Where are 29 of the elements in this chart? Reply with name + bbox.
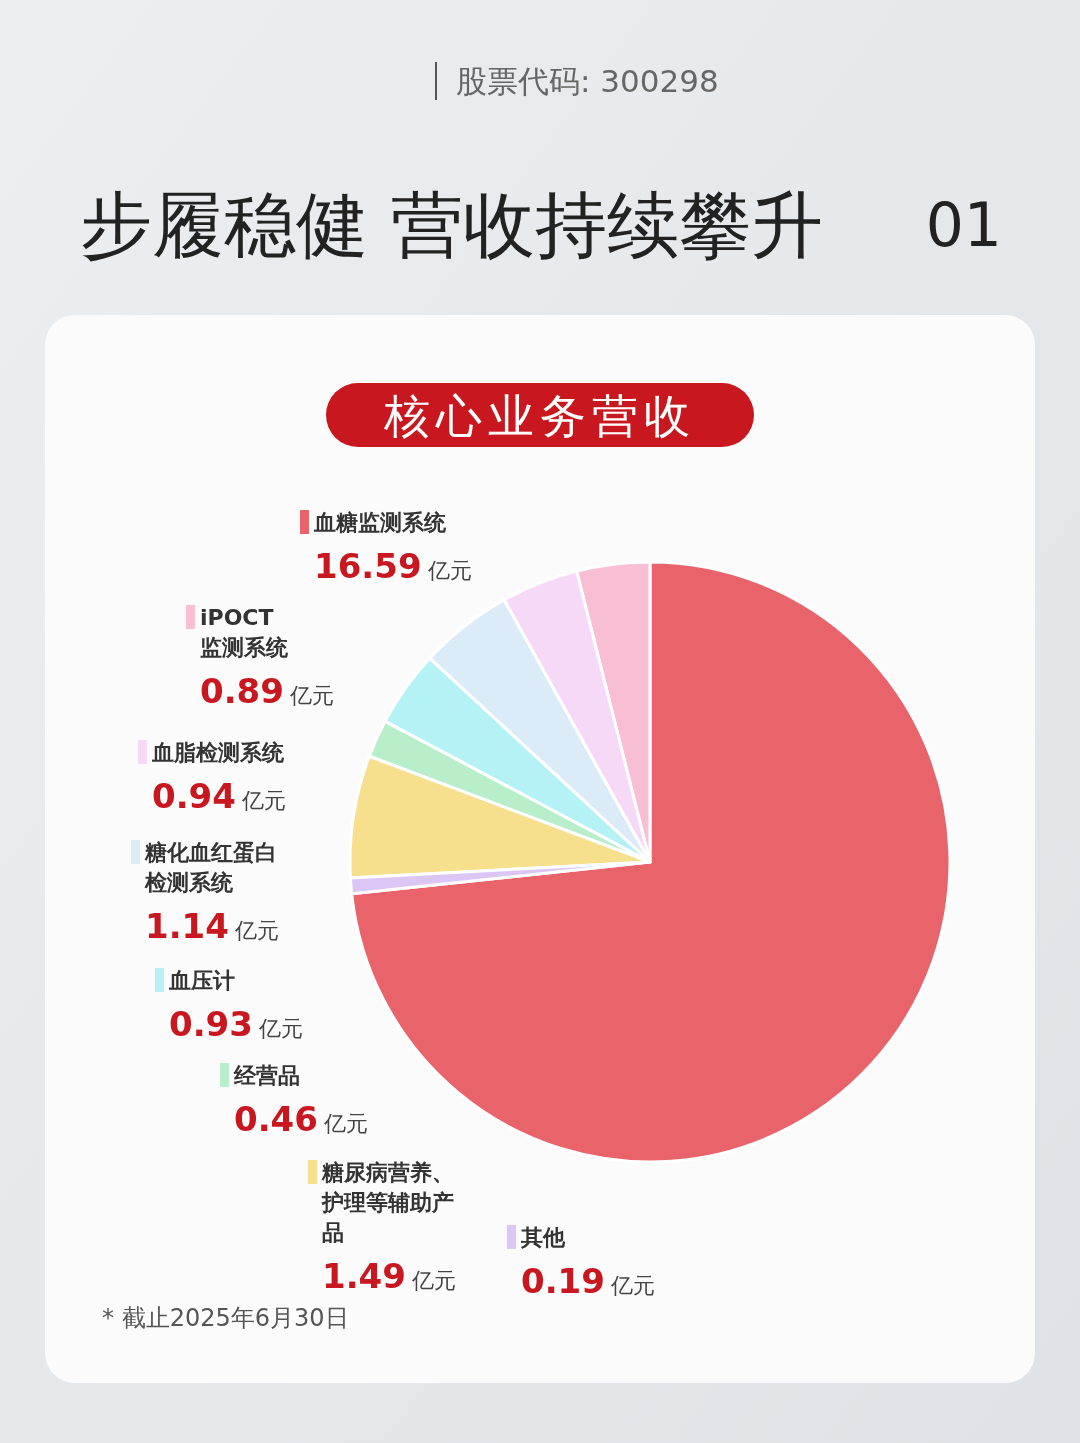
data-label: 0.94 亿元 [152, 776, 286, 816]
data-label: 0.19 亿元 [521, 1261, 655, 1301]
legend-item: 血脂检测系统 0.94 亿元 [138, 740, 286, 816]
data-label: 16.59 亿元 [314, 546, 472, 586]
legend-item: 其他 0.19 亿元 [507, 1225, 655, 1301]
legend-label: 血糖监测系统 [313, 510, 447, 535]
chart-title: 步履稳健 营收持续攀升 [80, 183, 823, 267]
legend-label: iPOCT监测系统 [200, 605, 289, 660]
data-label: 0.46 亿元 [234, 1099, 368, 1139]
data-label: 1.14 亿元 [145, 906, 279, 946]
text: 股票代码: 300298 [456, 63, 719, 99]
legend-label: 血脂检测系统 [151, 740, 285, 765]
legend-label: 经营品 [233, 1063, 300, 1088]
legend-item: iPOCT监测系统 0.89 亿元 [186, 605, 334, 711]
chart-subtitle: 核心业务营收 [383, 389, 696, 443]
text: * 截止2025年6月30日 [102, 1304, 349, 1332]
legend-item: 糖化血红蛋白检测系统 1.14 亿元 [131, 840, 279, 946]
legend-item: 糖尿病营养、护理等辅助产品 1.49 亿元 [308, 1160, 456, 1296]
data-label: 0.89 亿元 [200, 671, 334, 711]
legend-label: 血压计 [168, 968, 235, 993]
legend-label: 糖化血红蛋白检测系统 [144, 840, 277, 895]
legend-item: 血糖监测系统 16.59 亿元 [300, 510, 472, 586]
legend-item: 血压计 0.93 亿元 [155, 968, 303, 1044]
legend-label: 糖尿病营养、护理等辅助产品 [321, 1160, 454, 1245]
legend-label: 其他 [520, 1225, 566, 1250]
data-label: 0.93 亿元 [169, 1004, 303, 1044]
data-label: 1.49 亿元 [322, 1256, 456, 1296]
text: 01 [925, 190, 1002, 260]
legend-item: 经营品 0.46 亿元 [220, 1063, 368, 1139]
